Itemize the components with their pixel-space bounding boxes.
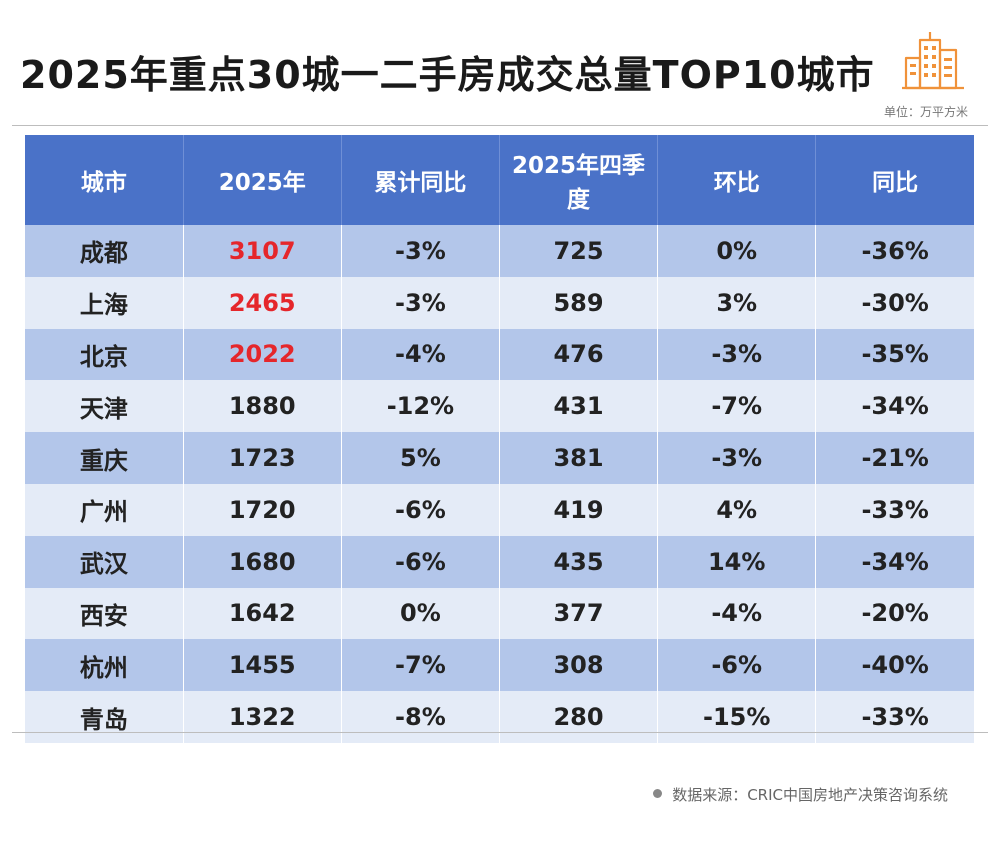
cell-qoq: -15% [657,691,817,743]
cell-qoq: -3% [657,432,817,484]
cell-2025: 1720 [183,483,342,536]
table-header-row: 城市 2025年 累计同比 2025年四季度 环比 同比 [25,135,974,225]
table-row: 成都 3107 -3% 725 0% -36% [25,225,974,277]
cell-yoy: -35% [815,328,974,381]
cell-qoq: -3% [657,328,817,381]
table-row: 上海 2465 -3% 589 3% -30% [25,276,974,329]
cell-qoq: -7% [657,380,817,433]
cell-city: 西安 [25,587,184,640]
cell-cumulative-yoy: -3% [341,225,500,277]
divider-bottom [12,732,988,733]
table-row: 武汉 1680 -6% 435 14% -34% [25,535,974,588]
cell-2025: 1642 [183,587,342,640]
cell-2025-q4: 377 [499,587,659,640]
page-title: 2025年重点30城一二手房成交总量TOP10城市 [20,53,875,97]
building-icon [902,32,964,90]
table-body: 成都 3107 -3% 725 0% -36% 上海 2465 -3% 589 3% -30% 北京 20… [25,225,974,743]
cell-city: 杭州 [25,639,184,692]
cell-qoq: -6% [657,639,817,692]
cell-city: 武汉 [25,535,184,588]
cell-yoy: -21% [815,432,974,484]
cell-city: 天津 [25,380,184,433]
cell-2025-q4: 725 [499,225,659,277]
cell-cumulative-yoy: -6% [341,535,500,588]
source-note: 数据来源：CRIC中国房地产决策咨询系统 [653,784,948,805]
bullet-dot-icon [653,789,663,798]
header-2025: 2025年 [183,135,342,225]
table-row: 青岛 1322 -8% 280 -15% -33% [25,691,974,743]
cell-city: 上海 [25,276,184,329]
cell-2025: 1680 [183,535,342,588]
cell-qoq: 4% [657,483,817,536]
cell-2025: 3107 [183,225,342,277]
cell-yoy: -30% [815,276,974,329]
cell-2025: 1322 [183,691,342,743]
cell-2025-q4: 431 [499,380,659,433]
table-row: 北京 2022 -4% 476 -3% -35% [25,328,974,381]
cell-2025-q4: 589 [499,276,659,329]
header-2025-q4: 2025年四季度 [499,135,659,225]
cell-yoy: -34% [815,380,974,433]
cell-qoq: 14% [657,535,817,588]
unit-label: 单位：万平方米 [883,105,968,119]
header-city: 城市 [25,135,184,225]
cell-2025: 1880 [183,380,342,433]
cell-2025: 1723 [183,432,342,484]
ranking-table: 城市 2025年 累计同比 2025年四季度 环比 同比 成都 3107 -3% 72… [25,135,974,743]
table-row: 杭州 1455 -7% 308 -6% -40% [25,639,974,692]
cell-cumulative-yoy: 5% [341,432,500,484]
cell-yoy: -34% [815,535,974,588]
cell-2025-q4: 419 [499,483,659,536]
cell-city: 青岛 [25,691,184,743]
table-row: 西安 1642 0% 377 -4% -20% [25,587,974,640]
cell-yoy: -40% [815,639,974,692]
cell-qoq: -4% [657,587,817,640]
cell-2025-q4: 308 [499,639,659,692]
cell-city: 成都 [25,225,184,277]
cell-cumulative-yoy: -12% [341,380,500,433]
table-row: 广州 1720 -6% 419 4% -33% [25,483,974,536]
header-cumulative-yoy: 累计同比 [341,135,500,225]
cell-2025-q4: 435 [499,535,659,588]
header-yoy: 同比 [815,135,974,225]
cell-city: 北京 [25,328,184,381]
cell-2025-q4: 280 [499,691,659,743]
cell-cumulative-yoy: -6% [341,483,500,536]
cell-city: 重庆 [25,432,184,484]
cell-cumulative-yoy: -8% [341,691,500,743]
cell-yoy: -36% [815,225,974,277]
cell-2025: 1455 [183,639,342,692]
cell-yoy: -33% [815,691,974,743]
cell-cumulative-yoy: 0% [341,587,500,640]
cell-city: 广州 [25,483,184,536]
cell-yoy: -20% [815,587,974,640]
cell-cumulative-yoy: -3% [341,276,500,329]
divider-top [12,125,988,126]
cell-cumulative-yoy: -7% [341,639,500,692]
table-row: 天津 1880 -12% 431 -7% -34% [25,380,974,433]
header-qoq: 环比 [657,135,817,225]
cell-2025: 2022 [183,328,342,381]
cell-2025: 2465 [183,276,342,329]
table-row: 重庆 1723 5% 381 -3% -21% [25,432,974,484]
cell-2025-q4: 476 [499,328,659,381]
cell-yoy: -33% [815,483,974,536]
cell-cumulative-yoy: -4% [341,328,500,381]
source-text: 数据来源：CRIC中国房地产决策咨询系统 [672,786,948,804]
cell-2025-q4: 381 [499,432,659,484]
cell-qoq: 3% [657,276,817,329]
cell-qoq: 0% [657,225,817,277]
